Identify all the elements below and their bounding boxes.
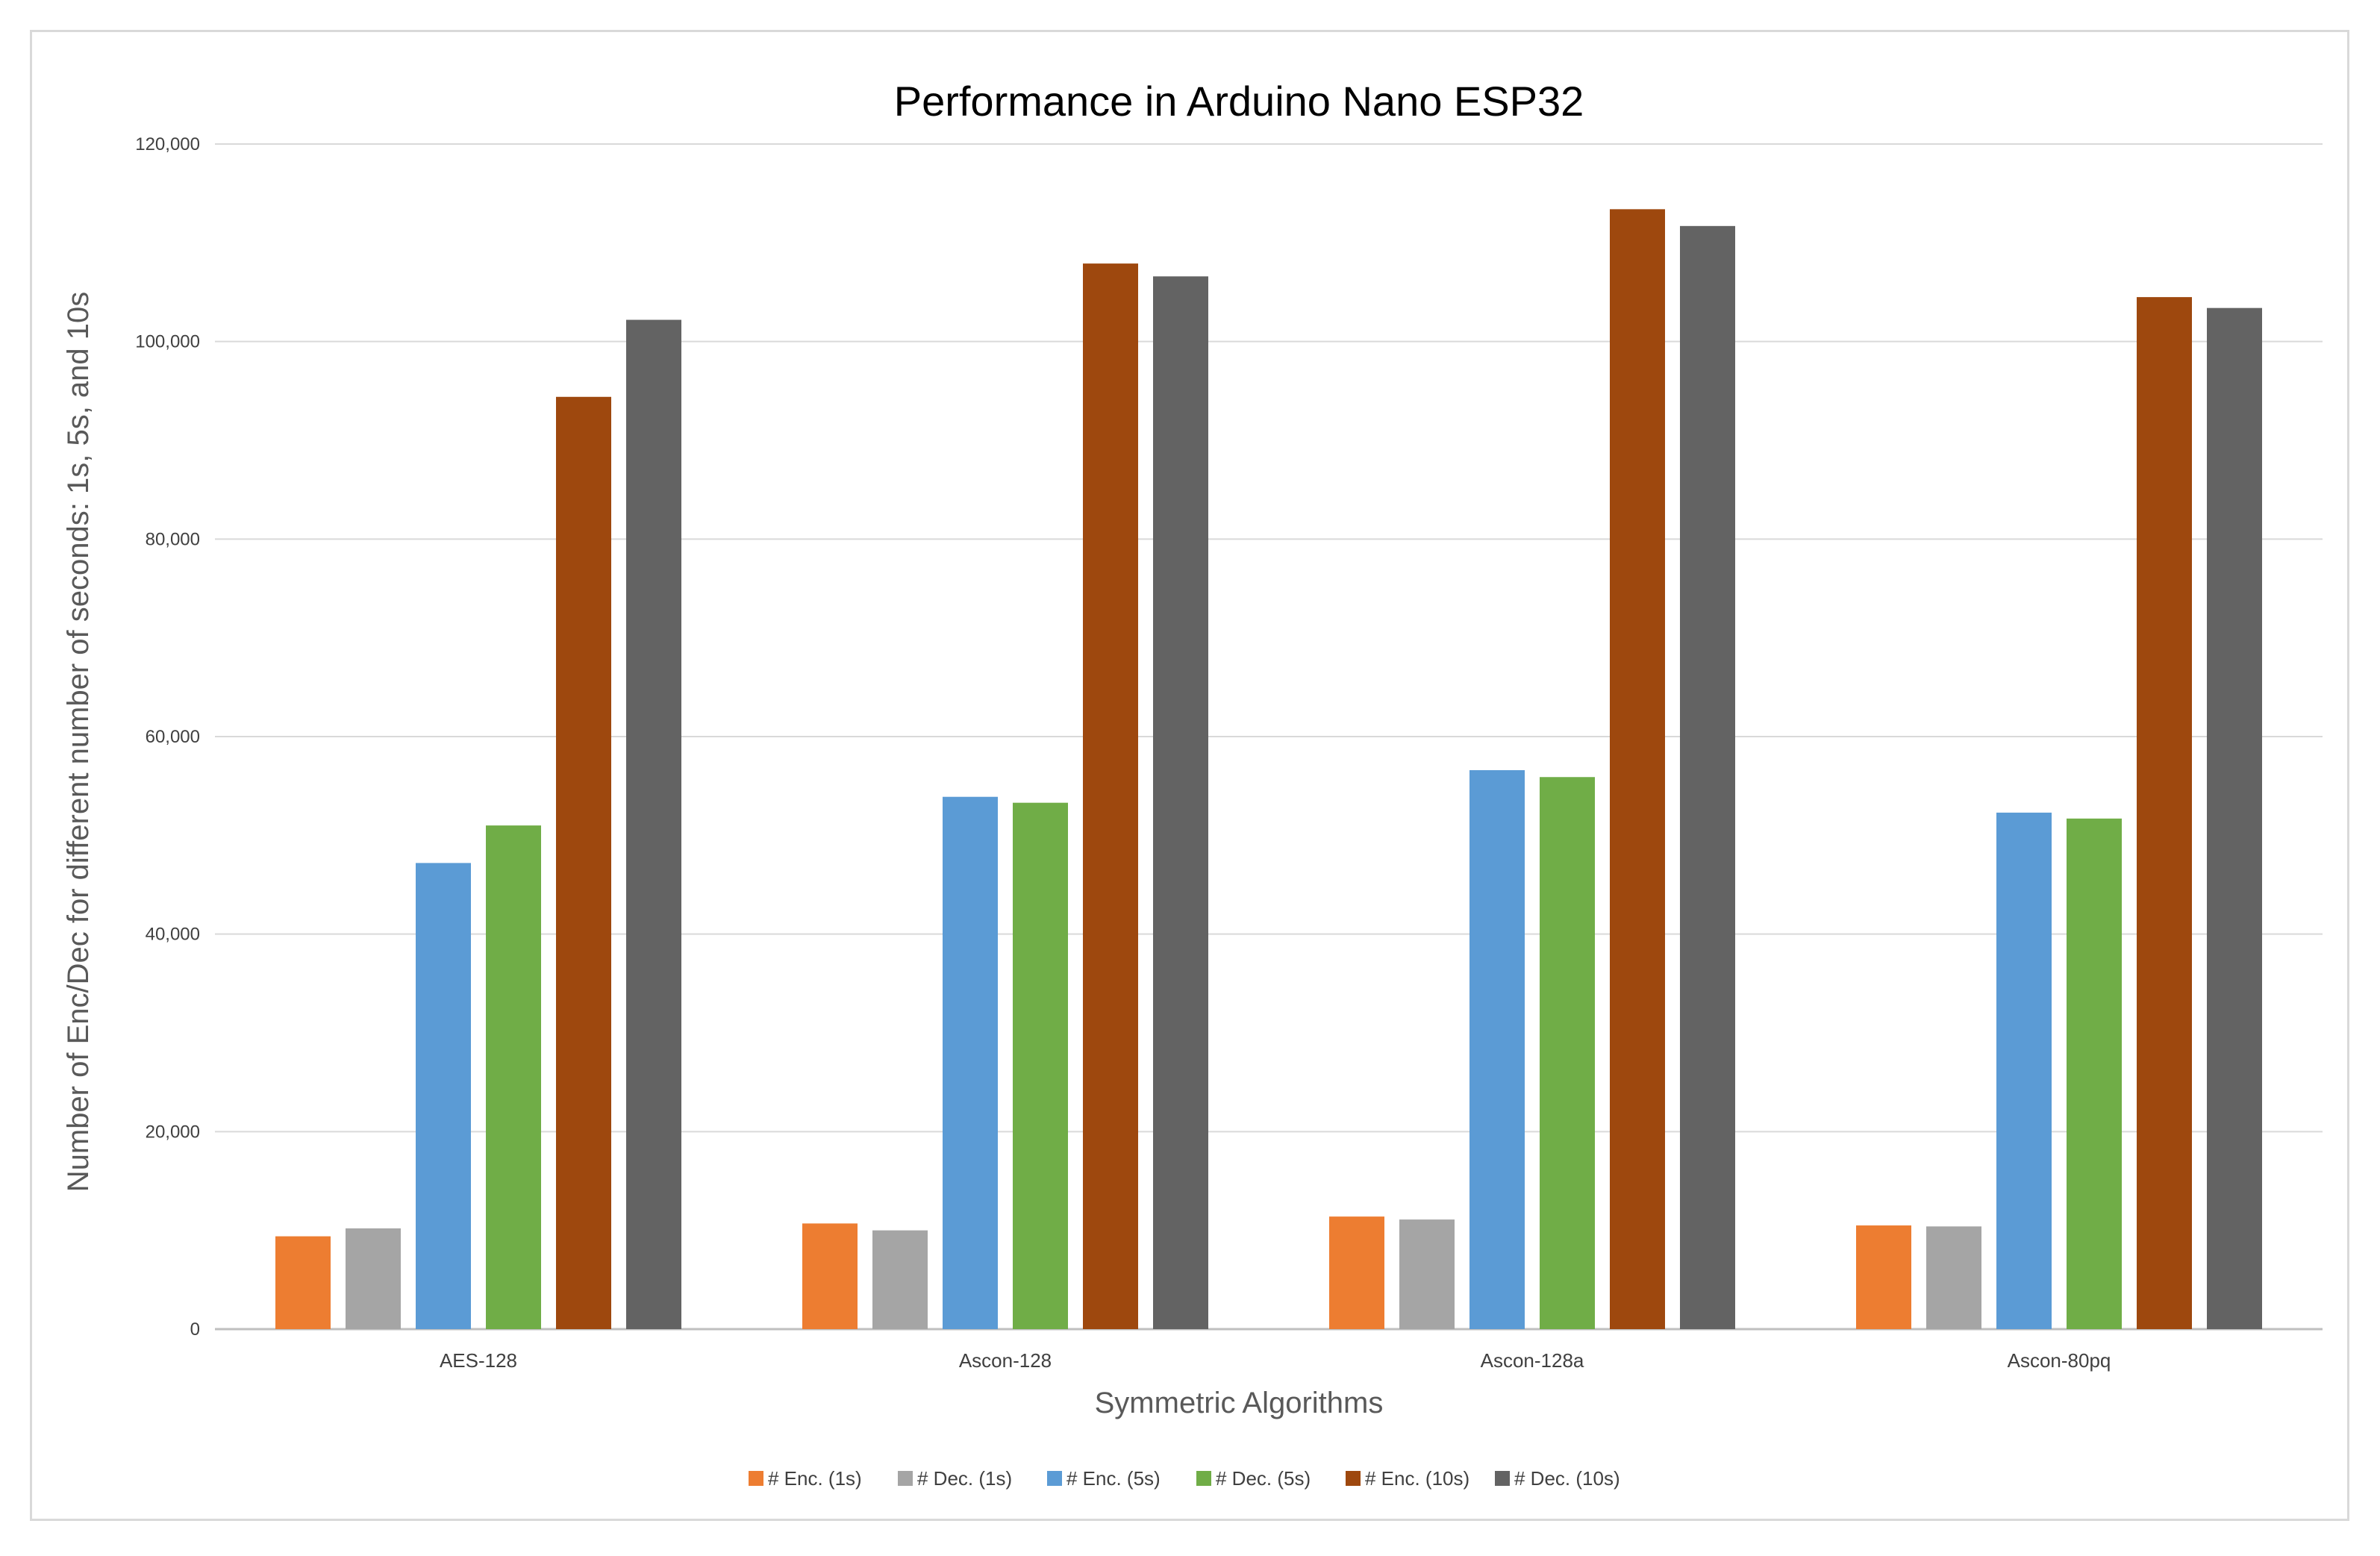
bar-ascon-128a-series-1	[1399, 1219, 1455, 1329]
x-category-label: Ascon-80pq	[2008, 1349, 2111, 1372]
bar-ascon-128-series-3	[1013, 802, 1068, 1329]
x-category-label: Ascon-128	[959, 1349, 1052, 1372]
bar-aes-128-series-3	[486, 825, 541, 1329]
bar-ascon-128a-series-4	[1610, 209, 1665, 1330]
bar-ascon-128-series-0	[802, 1223, 858, 1329]
bar-ascon-128a-series-2	[1469, 769, 1525, 1329]
legend: # Enc. (1s) # Dec. (1s) # Enc. (5s) # Dec. …	[749, 1467, 1620, 1490]
chart-title: Performance in Arduino Nano ESP32	[894, 78, 1584, 125]
legend-swatch	[1495, 1471, 1510, 1486]
bars	[275, 209, 2262, 1330]
legend-swatch	[1047, 1471, 1062, 1486]
y-tick-label: 20,000	[146, 1122, 200, 1142]
bar-ascon-80pq-series-1	[1926, 1226, 1981, 1329]
bar-ascon-80pq-series-0	[1856, 1225, 1911, 1329]
bar-ascon-128-series-4	[1083, 263, 1138, 1330]
bar-ascon-80pq-series-4	[2137, 297, 2192, 1329]
bar-aes-128-series-0	[275, 1236, 331, 1329]
legend-label: # Dec. (10s)	[1514, 1467, 1620, 1490]
bar-ascon-128a-series-3	[1540, 777, 1595, 1329]
legend-swatch	[898, 1471, 913, 1486]
x-axis-categories: AES-128 Ascon-128 Ascon-128a Ascon-80pq	[440, 1349, 2111, 1372]
bar-ascon-128-series-1	[872, 1230, 928, 1329]
bar-ascon-80pq-series-2	[1996, 812, 2052, 1329]
legend-label: # Dec. (1s)	[917, 1467, 1012, 1490]
bar-aes-128-series-1	[346, 1228, 401, 1329]
y-axis-title: Number of Enc/Dec for different number o…	[62, 292, 95, 1193]
bar-aes-128-series-4	[556, 396, 611, 1329]
bar-aes-128-series-5	[626, 319, 681, 1329]
x-category-label: Ascon-128a	[1481, 1349, 1584, 1372]
legend-label: # Enc. (5s)	[1066, 1467, 1161, 1490]
bar-ascon-128a-series-5	[1680, 225, 1735, 1329]
y-tick-label: 100,000	[135, 332, 200, 352]
bar-ascon-80pq-series-3	[2067, 818, 2122, 1329]
y-tick-label: 120,000	[135, 134, 200, 154]
bar-ascon-128-series-5	[1153, 276, 1208, 1329]
y-tick-label: 80,000	[146, 529, 200, 549]
y-tick-label: 0	[190, 1319, 200, 1340]
legend-label: # Enc. (1s)	[768, 1467, 862, 1490]
bar-ascon-128-series-2	[943, 796, 998, 1329]
legend-swatch	[1196, 1471, 1211, 1486]
legend-swatch	[749, 1471, 763, 1486]
y-tick-label: 60,000	[146, 727, 200, 747]
legend-label: # Dec. (5s)	[1216, 1467, 1311, 1490]
y-tick-label: 40,000	[146, 925, 200, 945]
bar-ascon-80pq-series-5	[2207, 307, 2262, 1329]
legend-label: # Enc. (10s)	[1365, 1467, 1469, 1490]
legend-swatch	[1346, 1471, 1361, 1486]
y-axis-ticks: 0 20,000 40,000 60,000 80,000 100,000 120,000	[135, 134, 200, 1340]
x-axis-title: Symmetric Algorithms	[1095, 1387, 1384, 1419]
x-category-label: AES-128	[440, 1349, 517, 1372]
bar-aes-128-series-2	[416, 863, 471, 1329]
bar-ascon-128a-series-0	[1329, 1216, 1384, 1329]
